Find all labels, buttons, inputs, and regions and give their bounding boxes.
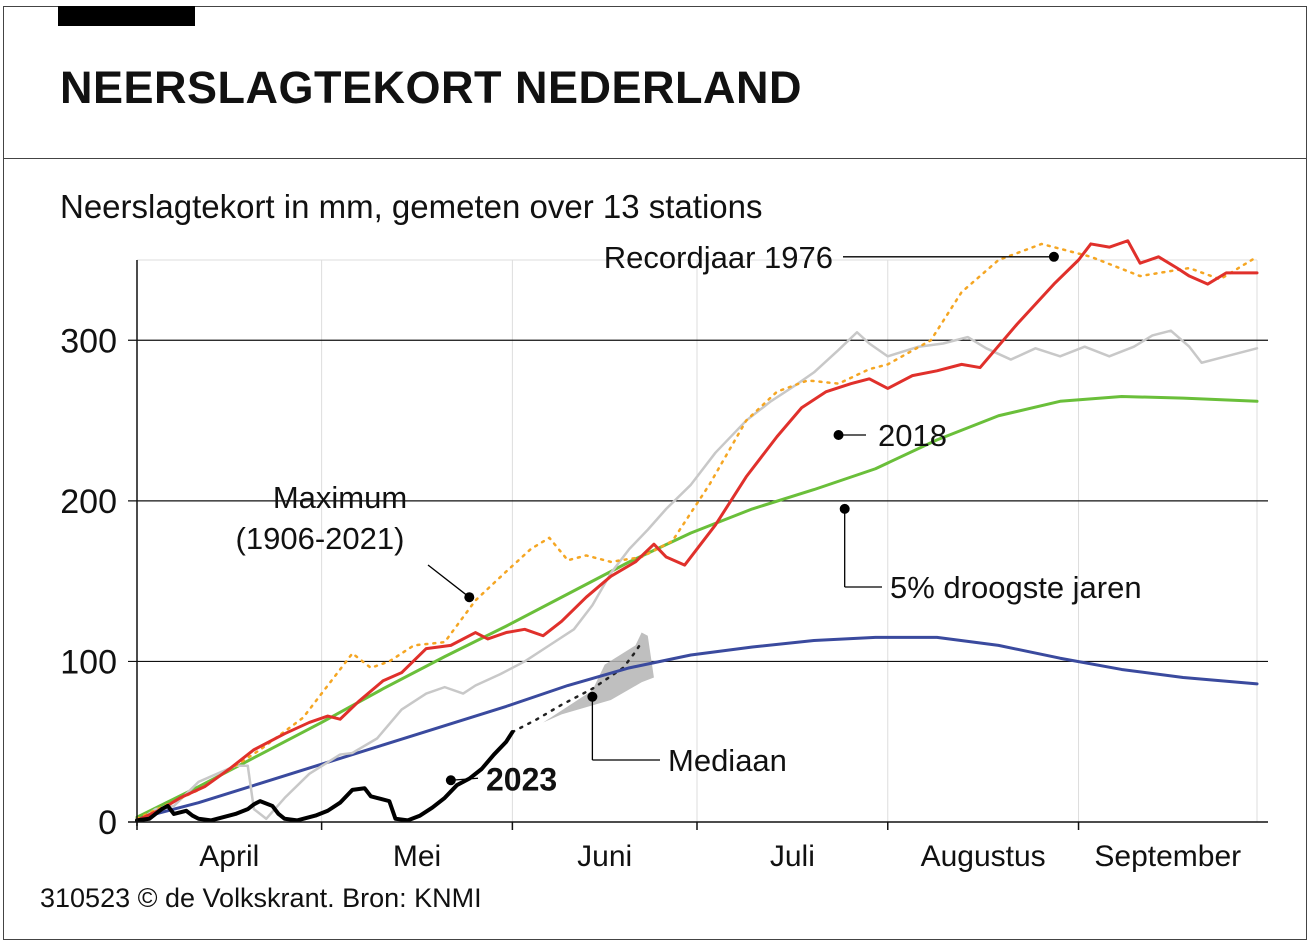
forecast-dotted-line	[511, 640, 643, 734]
y-gridlines	[128, 259, 1268, 822]
series-line-mediaan	[135, 635, 1259, 821]
annotations: Recordjaar 1976 2018 5% droogste jaren Medi…	[236, 240, 1142, 797]
y-tick-label: 200	[60, 483, 117, 521]
series-line-record1976	[135, 239, 1259, 822]
chart-subtitle: Neerslagtekort in mm, gemeten over 13 st…	[60, 188, 763, 225]
chart-frame	[3, 6, 1307, 940]
label-maximum-line2: (1906-2021)	[236, 521, 405, 556]
forecast-fan	[543, 632, 654, 723]
x-tick-label: Juni	[577, 840, 632, 873]
x-tick-labels: April Mei Juni Juli Augustus September	[199, 840, 1241, 873]
series-line-y2018	[135, 329, 1259, 824]
y-tick-label: 300	[60, 322, 117, 360]
axes	[128, 260, 1268, 830]
x-tick-label: April	[199, 840, 259, 873]
series-line-y2023	[135, 730, 515, 823]
series-line-droogste5	[135, 394, 1259, 819]
series-lines	[135, 239, 1259, 824]
label-maximum-line1: Maximum	[273, 480, 407, 515]
label-2018: 2018	[878, 418, 947, 453]
label-2023: 2023	[486, 761, 557, 797]
header-divider	[3, 158, 1307, 159]
annotation-leader	[450, 777, 479, 781]
page-title: NEERSLAGTEKORT NEDERLAND	[60, 62, 803, 113]
x-tick-label: Augustus	[921, 840, 1046, 873]
y-tick-label: 100	[60, 643, 117, 681]
label-recordjaar-1976: Recordjaar 1976	[604, 240, 833, 275]
annotation-leader	[427, 564, 470, 598]
x-tick-label: Mei	[393, 840, 441, 873]
source-credit: 310523 © de Volkskrant. Bron: KNMI	[40, 883, 482, 913]
header-accent-bar	[58, 6, 195, 26]
x-tick-label: September	[1094, 840, 1241, 873]
y-tick-label: 0	[98, 804, 117, 842]
label-mediaan: Mediaan	[668, 743, 787, 778]
y-tick-labels: 0 100 200 300	[60, 322, 117, 842]
x-tick-label: Juli	[770, 840, 815, 873]
forecast-layer	[511, 632, 654, 734]
label-5-procent-droogste-jaren: 5% droogste jaren	[890, 570, 1142, 605]
